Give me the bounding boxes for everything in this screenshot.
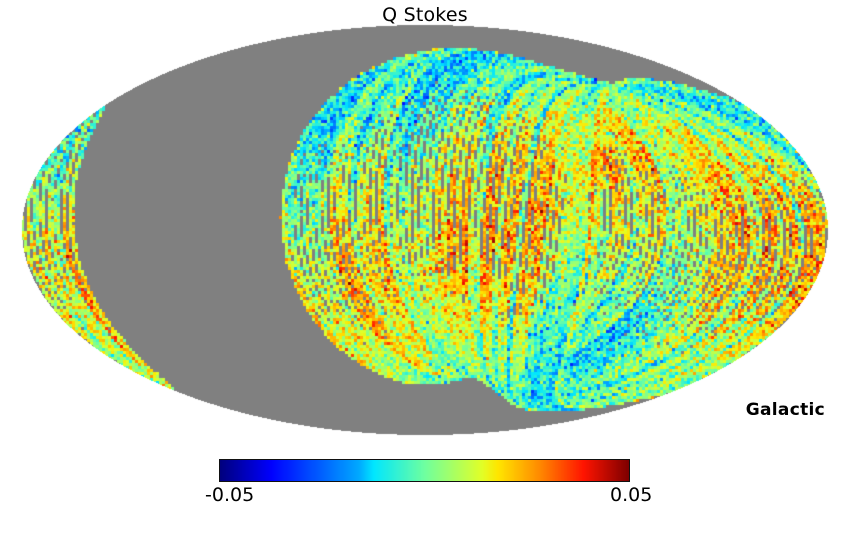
colorbar-gradient (219, 459, 630, 482)
colorbar-max-tick: 0.05 (610, 484, 653, 506)
colorbar (219, 459, 630, 482)
coordinate-system-label: Galactic (745, 400, 825, 420)
colorbar-min-tick: -0.05 (205, 484, 255, 506)
sky-map-canvas (0, 0, 850, 450)
